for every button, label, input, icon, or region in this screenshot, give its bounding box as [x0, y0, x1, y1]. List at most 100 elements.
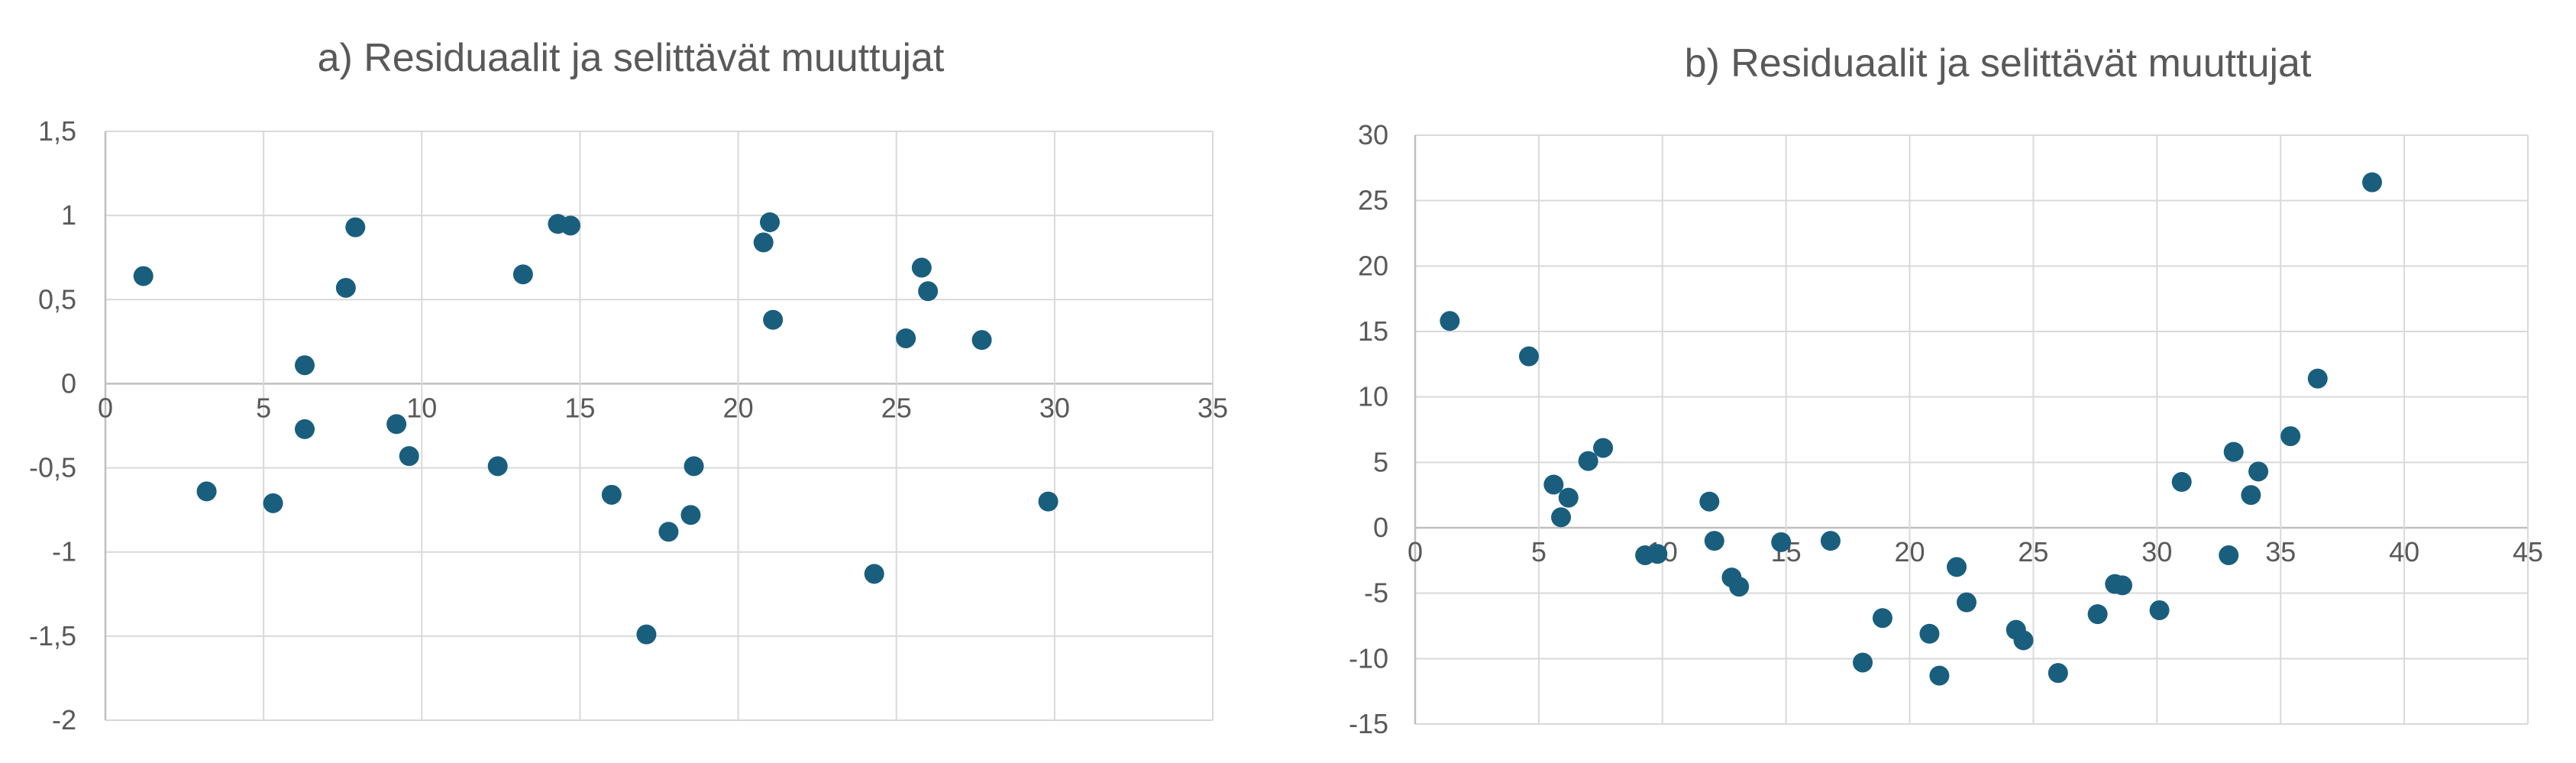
scatter-point — [2223, 441, 2244, 462]
x-tick-label: 30 — [2141, 536, 2172, 567]
scatter-point — [2149, 600, 2170, 620]
scatter-point — [1919, 623, 1940, 644]
scatter-point — [1593, 438, 1614, 458]
scatter-point — [295, 419, 315, 439]
scatter-point — [1820, 531, 1841, 551]
chart-a: a) Residuaalit ja selittävät muuttujat 1… — [29, 36, 1228, 736]
scatter-point — [487, 456, 508, 477]
scatter-point — [345, 217, 366, 238]
y-tick-label: 15 — [1358, 315, 1388, 347]
x-tick-label: 35 — [2265, 536, 2296, 567]
scatter-point — [2087, 604, 2108, 625]
y-tick-label: 25 — [1358, 185, 1388, 216]
scatter-point — [1543, 474, 1564, 495]
x-tick-label: 10 — [406, 392, 437, 423]
x-tick-label: 0 — [98, 392, 113, 423]
scatter-point — [1957, 592, 1977, 613]
x-tick-label: 25 — [881, 392, 912, 423]
x-tick-label: 30 — [1039, 392, 1070, 423]
x-tick-label: 35 — [1198, 392, 1228, 423]
scatter-point — [1647, 544, 1668, 564]
y-tick-label: -0,5 — [29, 452, 76, 483]
scatter-point — [2112, 575, 2133, 596]
scatter-point — [896, 328, 916, 348]
x-tick-label: 0 — [1408, 536, 1423, 567]
scatter-point — [1551, 507, 1572, 528]
scatter-point — [2362, 172, 2383, 192]
scatter-point — [295, 355, 315, 376]
scatter-point — [386, 414, 407, 435]
scatter-point — [561, 215, 580, 236]
scatter-point — [1699, 491, 1720, 512]
scatter-point — [753, 232, 774, 253]
scatter-point — [971, 330, 992, 351]
scatter-point — [2013, 630, 2034, 651]
x-tick-label: 20 — [723, 392, 754, 423]
scatter-point — [1518, 346, 1539, 367]
chart-b: b) Residuaalit ja selittävät muuttujat 3… — [1349, 41, 2543, 739]
scatter-point — [335, 277, 356, 298]
x-tick-label: 25 — [2018, 536, 2048, 567]
scatter-point — [2171, 472, 2192, 493]
chart-b-points — [1440, 172, 2383, 686]
scatter-point — [918, 281, 939, 302]
chart-a-points — [133, 212, 1059, 645]
scatter-point — [636, 624, 657, 645]
y-tick-label: 0 — [61, 367, 76, 399]
x-tick-label: 45 — [2513, 536, 2543, 567]
y-tick-label: 0 — [1373, 512, 1388, 543]
x-tick-label: 5 — [256, 392, 271, 423]
scatter-point — [1440, 311, 1460, 331]
scatter-point — [1578, 451, 1598, 471]
y-tick-label: -1,5 — [29, 620, 76, 651]
scatter-point — [2280, 426, 2301, 447]
scatter-point — [684, 456, 704, 477]
y-tick-label: -1 — [52, 536, 76, 567]
chart-a-tick-labels: 1,5 1 0,5 0 -0,5 -1 -1,5 -2 0 5 10 15 20 25 30 35 — [29, 115, 1228, 736]
scatter-point — [399, 446, 419, 467]
scatter-point — [1929, 665, 1950, 686]
scatter-point — [1704, 531, 1724, 551]
x-tick-label: 20 — [1895, 536, 1925, 567]
x-tick-label: 5 — [1531, 536, 1547, 567]
scatter-point — [1558, 487, 1579, 508]
scatter-point — [1853, 652, 1873, 673]
y-tick-label: 10 — [1358, 381, 1388, 412]
scatter-point — [1872, 608, 1892, 629]
scatter-point — [133, 266, 154, 286]
scatter-point — [1947, 557, 1967, 577]
scatter-point — [2248, 461, 2269, 482]
scatter-point — [680, 505, 701, 525]
scatter-point — [2048, 663, 2068, 684]
chart-a-title: a) Residuaalit ja selittävät muuttujat — [318, 36, 945, 80]
scatter-point — [760, 212, 780, 232]
scatter-point — [864, 564, 884, 584]
y-tick-label: 5 — [1373, 446, 1388, 477]
y-tick-label: -5 — [1364, 577, 1388, 609]
chart-a-gridlines — [104, 131, 1214, 721]
y-tick-label: 1,5 — [38, 115, 76, 147]
chart-b-title: b) Residuaalit ja selittävät muuttujat — [1685, 41, 2312, 86]
scatter-point — [658, 522, 679, 542]
scatter-point — [2307, 368, 2328, 389]
y-tick-label: -15 — [1349, 708, 1388, 739]
y-tick-label: 20 — [1358, 250, 1388, 281]
y-tick-label: 30 — [1358, 119, 1388, 150]
scatter-point — [2241, 485, 2261, 506]
scatter-point — [196, 481, 217, 502]
y-tick-label: -2 — [52, 704, 76, 736]
chart-b-gridlines — [1414, 134, 2529, 725]
y-tick-label: 1 — [61, 199, 76, 231]
scatter-point — [2219, 545, 2239, 565]
y-tick-label: 0,5 — [38, 283, 76, 315]
scatter-point — [763, 309, 784, 330]
scatter-point — [911, 257, 932, 278]
y-tick-label: -10 — [1349, 642, 1388, 674]
scatter-point — [601, 484, 622, 505]
scatter-point — [263, 493, 283, 513]
scatter-point — [1038, 491, 1059, 512]
scatter-point — [1771, 532, 1792, 552]
x-tick-label: 40 — [2389, 536, 2419, 567]
